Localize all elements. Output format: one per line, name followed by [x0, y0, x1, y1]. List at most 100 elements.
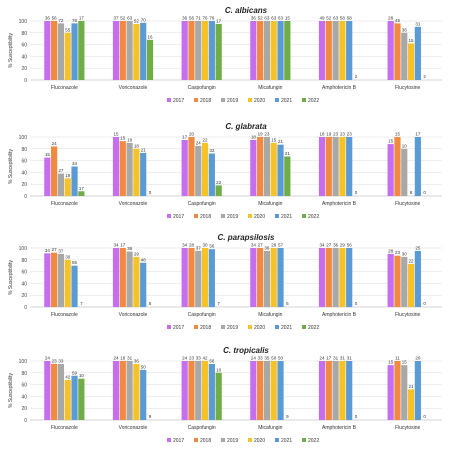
- bar: [263, 250, 271, 307]
- legend-swatch: [221, 98, 225, 102]
- legend-label: 2019: [227, 325, 238, 331]
- bar: [201, 361, 209, 420]
- data-label: 17: [79, 186, 85, 191]
- legend-label: 2018: [200, 98, 211, 104]
- bar: [119, 141, 126, 196]
- bar: [325, 248, 332, 307]
- bar: [51, 363, 58, 420]
- data-label: 29: [271, 243, 277, 248]
- legend-swatch: [275, 325, 279, 329]
- legend-label: 2017: [173, 325, 184, 331]
- bar: [257, 361, 264, 420]
- bar: [277, 248, 284, 307]
- data-label: 34: [45, 248, 51, 253]
- bar: [133, 23, 140, 80]
- legend-swatch: [302, 98, 306, 102]
- data-label: 24: [113, 356, 119, 361]
- data-label: 5: [286, 301, 289, 306]
- y-tick-label: 40: [21, 54, 27, 60]
- bar: [332, 361, 339, 420]
- data-label: 56: [189, 16, 195, 21]
- data-label: 35: [264, 356, 270, 361]
- legend-swatch: [167, 214, 171, 218]
- data-label: 15: [388, 139, 394, 144]
- data-label: 72: [58, 18, 64, 23]
- bar: [277, 144, 284, 196]
- data-label: 0: [423, 414, 426, 419]
- bar: [346, 137, 353, 196]
- bar: [71, 166, 78, 196]
- x-tick-label: Flucytosine: [395, 201, 421, 207]
- bar: [284, 156, 291, 196]
- y-tick-label: 100: [19, 19, 28, 25]
- y-tick-label: 20: [21, 293, 27, 299]
- y-tick-label: 100: [19, 246, 28, 252]
- data-label: 15: [120, 136, 126, 141]
- x-tick-label: Flucytosine: [395, 425, 421, 431]
- legend-label: 2021: [281, 325, 292, 331]
- data-label: 2: [355, 74, 358, 79]
- legend-label: 2021: [281, 98, 292, 104]
- x-tick-label: Amphotericin B: [322, 85, 357, 91]
- bar: [112, 248, 120, 307]
- bar: [215, 23, 222, 80]
- data-label: 18: [120, 356, 126, 361]
- legend-swatch: [302, 214, 306, 218]
- legend-swatch: [221, 214, 225, 218]
- data-label: 30: [203, 243, 209, 248]
- bar: [394, 255, 401, 307]
- legend-label: 2020: [254, 98, 265, 104]
- legend-label: 2020: [254, 438, 265, 444]
- data-label: 8: [410, 190, 413, 195]
- x-tick-label: Caspofungin: [188, 85, 216, 91]
- data-label: 52: [258, 16, 264, 21]
- data-label: 9: [286, 414, 289, 419]
- legend-label: 2021: [281, 214, 292, 220]
- bar: [44, 21, 51, 80]
- y-tick-label: 20: [21, 182, 27, 188]
- bar: [277, 361, 284, 420]
- data-label: 37: [196, 245, 202, 250]
- data-label: 49: [319, 16, 325, 21]
- bar: [188, 137, 195, 196]
- data-label: 58: [347, 16, 353, 21]
- x-tick-label: Fluconazole: [51, 85, 78, 91]
- bar: [270, 142, 277, 196]
- bar: [71, 265, 78, 307]
- bar: [394, 23, 401, 80]
- y-tick-label: 80: [21, 147, 27, 153]
- data-label: 23: [264, 132, 270, 137]
- x-tick-label: Amphotericin B: [322, 425, 357, 431]
- x-tick-label: Micafungin: [258, 425, 282, 431]
- data-label: 36: [134, 358, 140, 363]
- bar: [51, 21, 58, 80]
- bar: [387, 21, 394, 80]
- data-label: 15: [402, 360, 408, 365]
- legend-swatch: [167, 325, 171, 329]
- bar: [126, 361, 133, 420]
- data-label: 23: [347, 132, 353, 137]
- bar: [195, 145, 202, 196]
- x-tick-label: Caspofungin: [188, 312, 216, 318]
- chart-title: C. glabrata: [225, 122, 267, 131]
- data-label: 34: [319, 243, 325, 248]
- bar: [215, 185, 222, 196]
- data-label: 10: [402, 143, 408, 148]
- data-label: 15: [409, 38, 415, 43]
- bar: [401, 365, 408, 420]
- bar: [339, 248, 346, 307]
- data-label: 36: [333, 243, 339, 248]
- bar: [270, 361, 277, 420]
- legend-label: 2017: [173, 438, 184, 444]
- x-tick-label: Voriconazole: [119, 85, 148, 91]
- data-label: 20: [189, 132, 195, 137]
- data-label: 71: [196, 16, 202, 21]
- chart-title: C. albicans: [225, 6, 268, 15]
- data-label: 15: [113, 132, 119, 137]
- data-label: 23: [52, 358, 58, 363]
- data-label: 19: [326, 132, 332, 137]
- bar: [112, 361, 120, 420]
- bar: [250, 248, 257, 307]
- data-label: 17: [415, 132, 421, 137]
